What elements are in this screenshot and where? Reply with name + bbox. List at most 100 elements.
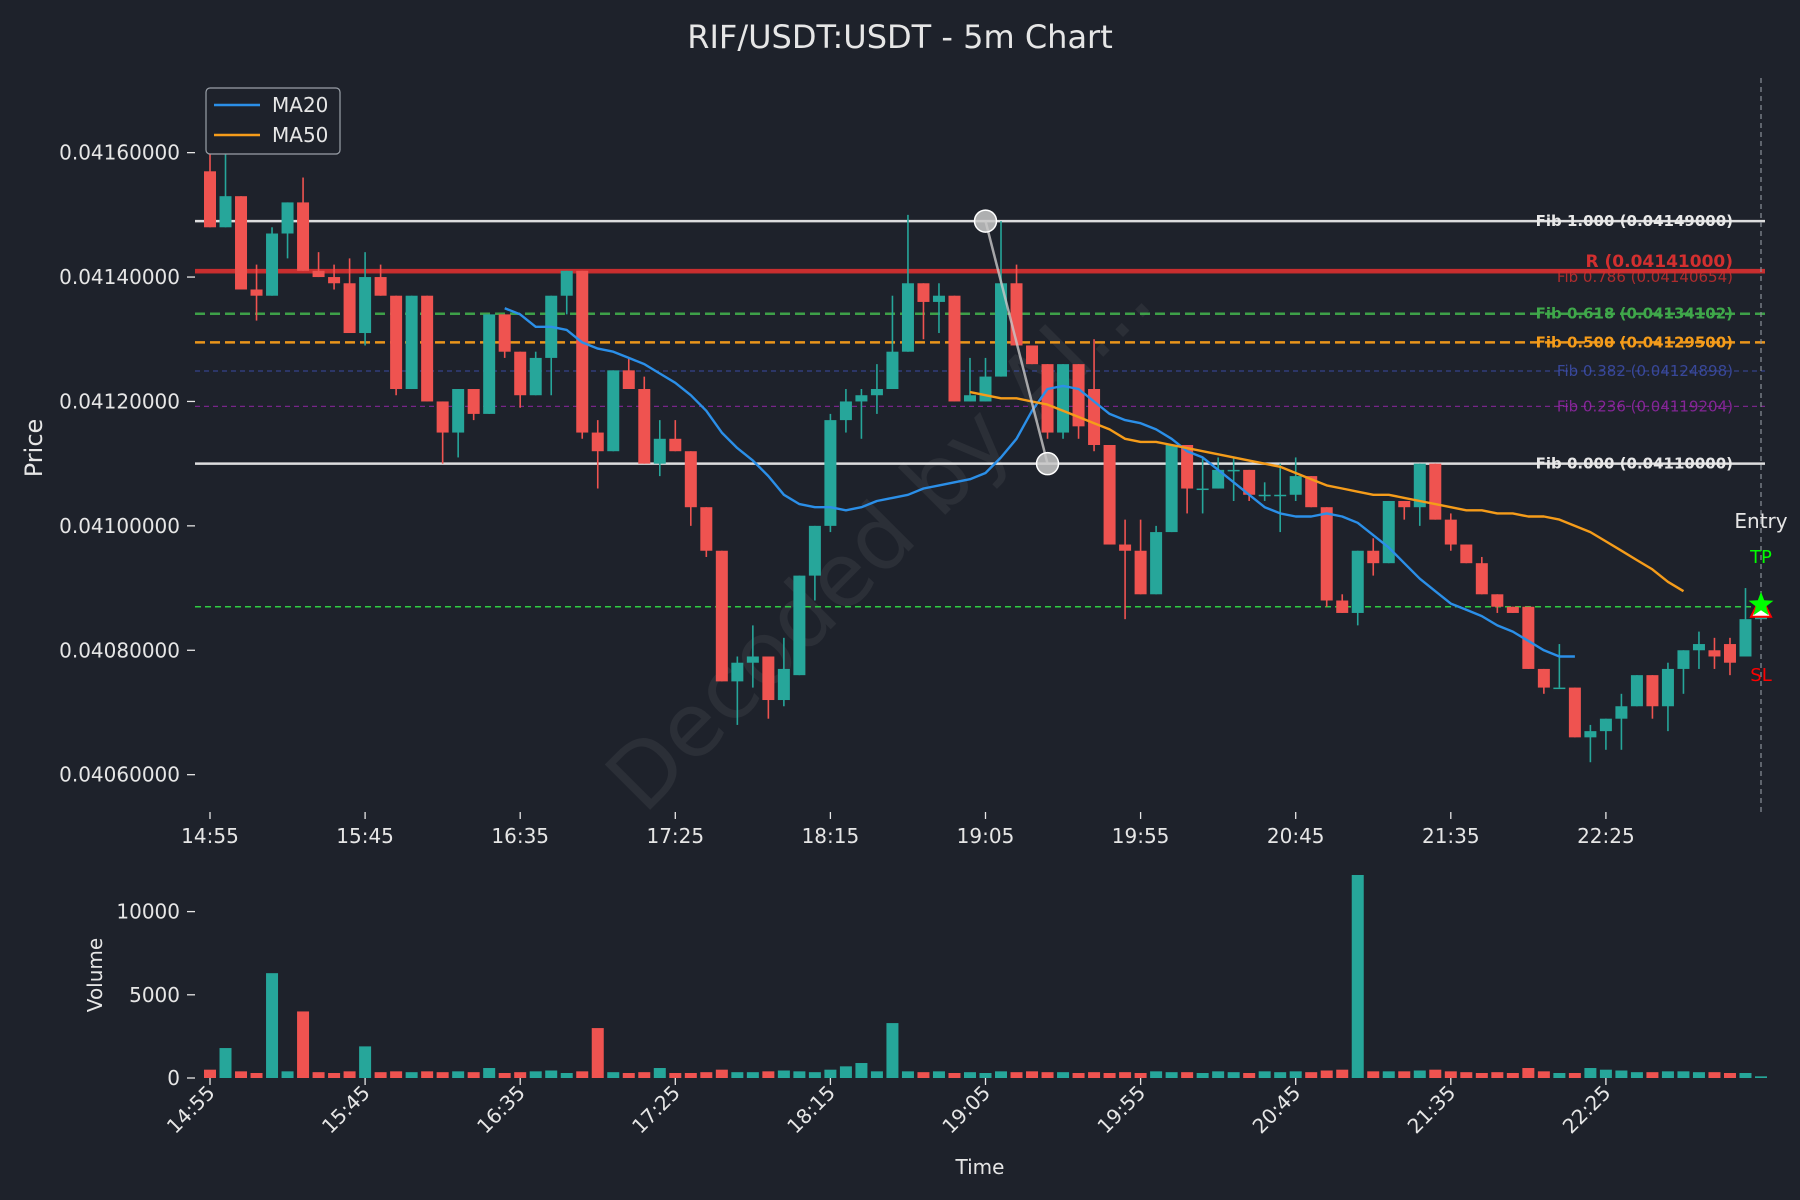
candle-body: [1506, 606, 1519, 613]
volume-bar: [653, 1068, 666, 1078]
volume-bar: [1336, 1069, 1349, 1078]
volume-bar: [1103, 1073, 1116, 1078]
price-axis-label: Price: [20, 419, 48, 478]
candle-body: [1661, 668, 1674, 707]
volume-bar: [328, 1073, 341, 1078]
volume-bar: [1553, 1073, 1566, 1078]
volume-bar: [1010, 1072, 1023, 1078]
candle-body: [855, 395, 868, 402]
candle-body: [762, 656, 775, 701]
candle-body: [1553, 687, 1566, 690]
volume-bar: [1723, 1073, 1736, 1078]
time-axis-label: Time: [955, 1155, 1005, 1179]
candle-body: [1181, 445, 1194, 489]
candle-body: [560, 270, 573, 296]
volume-bar: [1522, 1068, 1535, 1078]
price-tick-label: 0.04160000: [59, 141, 180, 165]
candle-body: [1119, 544, 1132, 551]
candle-body: [700, 507, 713, 551]
candle-body: [1258, 494, 1271, 497]
candle-body: [1646, 675, 1659, 707]
candle-body: [1010, 283, 1023, 346]
candle-body: [1196, 488, 1209, 491]
volume-bar: [312, 1072, 325, 1078]
legend-label: MA20: [272, 93, 328, 117]
candle-body: [715, 550, 728, 682]
time-tick-label: 19:05: [957, 824, 1015, 848]
volume-bar: [870, 1071, 883, 1078]
candle-body: [1165, 445, 1178, 533]
volume-bar: [995, 1071, 1008, 1078]
swing-connector: [984, 220, 1049, 464]
level-label: Fib 0.500 (0.04129500): [1536, 333, 1733, 351]
candle-body: [405, 295, 418, 390]
candle-body: [886, 351, 899, 390]
volume-bar: [1196, 1073, 1209, 1078]
volume-bar: [204, 1069, 216, 1078]
candle-body: [1398, 500, 1411, 508]
volume-bar: [343, 1071, 356, 1078]
candle-body: [1336, 600, 1349, 613]
volume-bar: [1181, 1072, 1194, 1078]
volume-bar: [1026, 1071, 1039, 1078]
volume-bar: [1150, 1071, 1163, 1078]
candle-body: [576, 270, 589, 433]
candle-body: [917, 283, 930, 302]
volume-bar: [917, 1072, 930, 1078]
volume-bar: [467, 1072, 480, 1078]
time-tick-label: 16:35: [491, 824, 549, 848]
candle-body: [638, 389, 651, 464]
candle-body: [1460, 544, 1473, 564]
candle-body: [1708, 650, 1721, 657]
candle-body: [622, 370, 635, 390]
candle-body: [1491, 594, 1504, 607]
volume-bar: [1475, 1073, 1488, 1078]
volume-bar: [1708, 1072, 1721, 1078]
candle-body: [1367, 550, 1380, 564]
candle-body: [1475, 563, 1488, 595]
volume-bar: [1615, 1070, 1628, 1078]
candle-body: [452, 389, 465, 433]
volume-bar: [374, 1072, 387, 1078]
candle-body: [436, 401, 449, 433]
time-tick-label: 21:35: [1422, 824, 1480, 848]
candle-body: [281, 202, 294, 234]
candle-body: [1522, 606, 1535, 669]
candle-body: [250, 289, 263, 296]
volume-bar: [607, 1072, 620, 1078]
candle-body: [1537, 668, 1550, 688]
volume-bar: [638, 1072, 651, 1078]
level-label: Fib 0.000 (0.04110000): [1536, 455, 1733, 473]
candle-body: [979, 376, 992, 402]
volume-axis-label: Volume: [83, 938, 107, 1012]
price-tick-label: 0.04080000: [59, 638, 180, 662]
volume-bar: [762, 1071, 775, 1078]
volume-bar: [715, 1069, 728, 1078]
volume-bar: [390, 1071, 403, 1078]
volume-bar: [1072, 1073, 1085, 1078]
candle-body: [1274, 494, 1287, 497]
candle-body: [483, 314, 496, 414]
volume-bar: [1413, 1070, 1426, 1078]
candlesticks: [204, 109, 1767, 763]
volume-bar: [514, 1072, 527, 1078]
volume-bar: [1041, 1072, 1054, 1078]
volume-bar: [1646, 1072, 1659, 1078]
candle-body: [870, 389, 883, 396]
candle-body: [777, 668, 790, 701]
volume-bar: [1134, 1073, 1147, 1078]
volume-bar: [963, 1072, 976, 1078]
candle-body: [1615, 706, 1628, 719]
volume-bar: [1506, 1073, 1519, 1078]
volume-bar: [808, 1072, 821, 1078]
candle-body: [839, 401, 852, 421]
price-tick-label: 0.04060000: [59, 763, 180, 787]
volume-bar: [1429, 1069, 1442, 1078]
candle-body: [1103, 445, 1116, 545]
candle-body: [948, 295, 961, 402]
candle-body: [312, 270, 325, 278]
ma50-line: [969, 390, 1685, 593]
moving-averages: [504, 307, 1685, 658]
volume-bar: [576, 1071, 589, 1078]
